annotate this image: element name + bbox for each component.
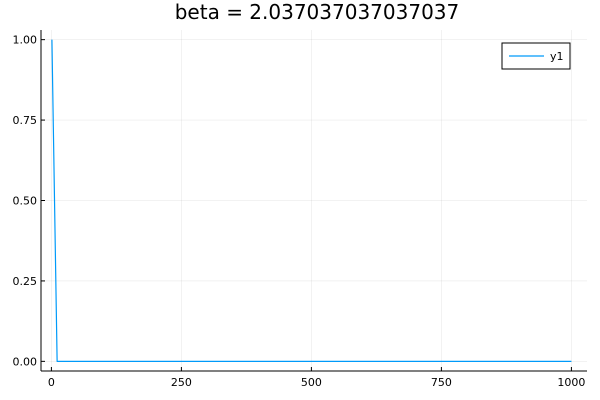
y-tick-label: 0.75 xyxy=(13,114,38,127)
x-tick-label: 500 xyxy=(301,376,322,389)
series-line-y1 xyxy=(51,39,572,362)
x-tick-label: 0 xyxy=(48,376,55,389)
x-tick-label: 750 xyxy=(431,376,452,389)
x-tick-label: 1000 xyxy=(557,376,585,389)
series-lines xyxy=(51,39,572,362)
x-tick-label: 250 xyxy=(171,376,192,389)
y-tick-label: 1.00 xyxy=(13,34,38,47)
axes xyxy=(40,30,587,372)
y-tick-label: 0.00 xyxy=(13,355,38,368)
y-tick-label: 0.25 xyxy=(13,275,38,288)
y-tick-label: 0.50 xyxy=(13,195,38,208)
legend: y1 xyxy=(501,42,571,70)
legend-label: y1 xyxy=(550,50,564,63)
tick-labels: 0 250 500 750 1000 0.00 0.25 0.50 0.75 1.00 xyxy=(13,34,586,389)
chart-title: beta = 2.037037037037037 xyxy=(175,0,460,24)
